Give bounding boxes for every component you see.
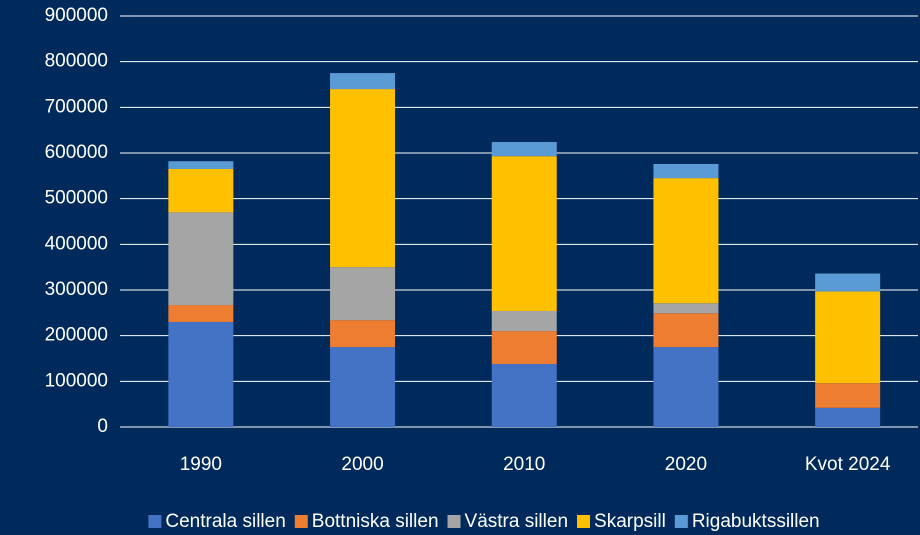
bar-segment [330, 347, 396, 427]
legend-swatch [674, 515, 688, 528]
legend-label: Centrala sillen [165, 511, 285, 532]
legend-swatch [447, 515, 461, 528]
bar-segment [168, 321, 234, 427]
x-tick-label: 2020 [665, 454, 707, 475]
x-tick-label: 2010 [503, 454, 545, 475]
legend: Centrala sillen Bottniska sillen Västra si… [148, 511, 820, 532]
y-tick-label: 100000 [45, 370, 108, 391]
y-tick-label: 700000 [45, 96, 108, 117]
bar-segment [653, 313, 719, 348]
bar-segment [815, 273, 881, 292]
bar-segment [653, 163, 719, 179]
y-tick-label: 0 [97, 416, 108, 437]
y-tick-label: 600000 [45, 142, 108, 163]
bar-segment [653, 303, 719, 314]
bar-segment [491, 363, 557, 427]
x-tick-label: 1990 [180, 454, 222, 475]
y-tick-label: 800000 [45, 51, 108, 72]
bar-segment [168, 305, 234, 322]
bar-segment [168, 168, 234, 213]
legend-label: Västra sillen [465, 511, 569, 532]
legend-swatch [577, 515, 591, 528]
y-tick-label: 500000 [45, 188, 108, 209]
bar-segment [815, 291, 881, 384]
y-tick-label: 300000 [45, 279, 108, 300]
bar-segment [330, 89, 396, 268]
x-tick-label: Kvot 2024 [805, 454, 891, 475]
bar-segment [168, 161, 234, 169]
bar-segment [491, 142, 557, 157]
legend-swatch [148, 515, 162, 528]
legend-swatch [294, 515, 308, 528]
bar-segment [491, 156, 557, 312]
bar-segment [653, 347, 719, 427]
legend-label: Bottniska sillen [312, 511, 439, 532]
y-tick-label: 900000 [45, 5, 108, 26]
bar-segment [168, 212, 234, 306]
bar-segment [330, 267, 396, 321]
bar-segment [491, 311, 557, 332]
x-tick-label: 2000 [341, 454, 383, 475]
y-tick-label: 400000 [45, 233, 108, 254]
bar-segment [653, 178, 719, 304]
bar-segment [815, 407, 881, 427]
bar-segment [330, 320, 396, 348]
bar-segment [815, 383, 881, 408]
y-tick-label: 200000 [45, 325, 108, 346]
bar-segment [330, 73, 396, 90]
bar-segment [491, 331, 557, 364]
legend-label: Rigabuktssillen [692, 511, 820, 532]
legend-label: Skarpsill [594, 511, 666, 532]
